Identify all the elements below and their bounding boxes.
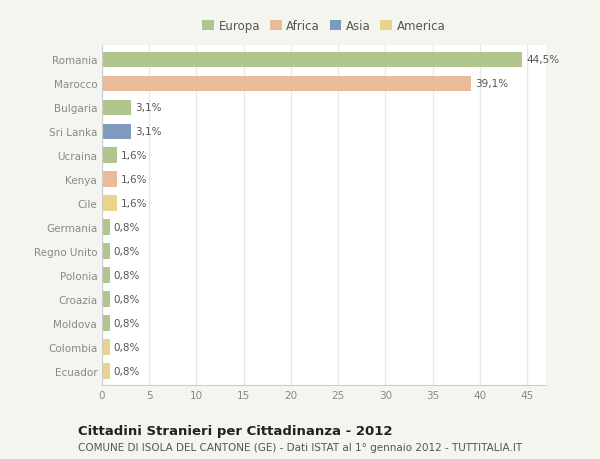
Bar [102,148,117,164]
Text: 1,6%: 1,6% [121,175,148,185]
Text: 0,8%: 0,8% [113,366,140,376]
Bar [102,196,117,212]
Text: Cittadini Stranieri per Cittadinanza - 2012: Cittadini Stranieri per Cittadinanza - 2… [78,425,392,437]
Text: 1,6%: 1,6% [121,151,148,161]
Bar [102,101,131,116]
Text: 0,8%: 0,8% [113,223,140,233]
Bar [102,124,131,140]
Text: COMUNE DI ISOLA DEL CANTONE (GE) - Dati ISTAT al 1° gennaio 2012 - TUTTITALIA.IT: COMUNE DI ISOLA DEL CANTONE (GE) - Dati … [78,442,522,452]
Text: 0,8%: 0,8% [113,270,140,280]
Bar [102,291,110,307]
Text: 0,8%: 0,8% [113,246,140,257]
Bar [102,364,110,379]
Bar [102,220,110,235]
Text: 0,8%: 0,8% [113,319,140,328]
Bar [102,340,110,355]
Text: 44,5%: 44,5% [526,55,559,65]
Bar [102,52,523,68]
Text: 1,6%: 1,6% [121,199,148,209]
Text: 39,1%: 39,1% [475,79,508,89]
Text: 3,1%: 3,1% [135,103,161,113]
Bar [102,244,110,259]
Bar [102,268,110,283]
Bar [102,76,472,92]
Legend: Europa, Africa, Asia, America: Europa, Africa, Asia, America [200,18,448,35]
Text: 0,8%: 0,8% [113,342,140,352]
Text: 3,1%: 3,1% [135,127,161,137]
Bar [102,316,110,331]
Text: 0,8%: 0,8% [113,295,140,304]
Bar [102,172,117,188]
